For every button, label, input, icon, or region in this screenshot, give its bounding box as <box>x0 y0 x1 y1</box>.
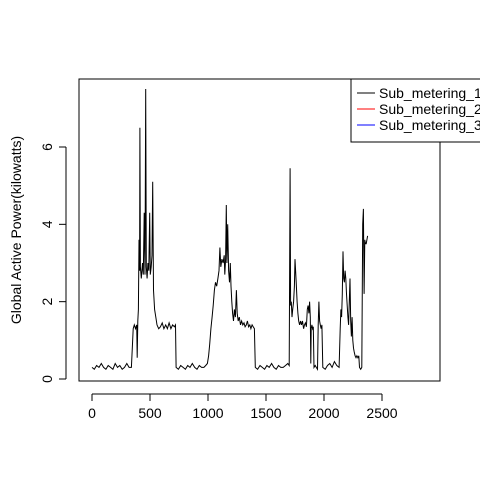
series-line-0 <box>91 88 369 371</box>
y-tick-label: 4 <box>39 220 55 228</box>
x-tick-label: 500 <box>138 405 162 421</box>
legend-label: Sub_metering_3 <box>379 117 480 133</box>
legend-label: Sub_metering_2 <box>379 101 480 117</box>
x-tick-label: 1500 <box>250 405 281 421</box>
legend-box <box>350 78 480 143</box>
legend-label: Sub_metering_1 <box>379 85 480 101</box>
x-tick-label: 2500 <box>366 405 397 421</box>
x-tick-label: 0 <box>88 405 96 421</box>
y-tick-label: 0 <box>39 375 55 383</box>
y-tick-label: 6 <box>39 143 55 151</box>
series-layer <box>91 88 369 371</box>
x-tick-label: 1000 <box>192 405 223 421</box>
y-axis: 0 2 4 6 <box>39 143 67 383</box>
x-axis: 0 500 1000 1500 2000 2500 <box>88 393 398 421</box>
y-axis-title: Global Active Power(kilowatts) <box>8 136 24 324</box>
legend: Sub_metering_1Sub_metering_2Sub_metering… <box>350 78 480 143</box>
plot-frame <box>78 78 441 382</box>
y-tick-label: 2 <box>39 298 55 306</box>
x-tick-label: 2000 <box>308 405 339 421</box>
